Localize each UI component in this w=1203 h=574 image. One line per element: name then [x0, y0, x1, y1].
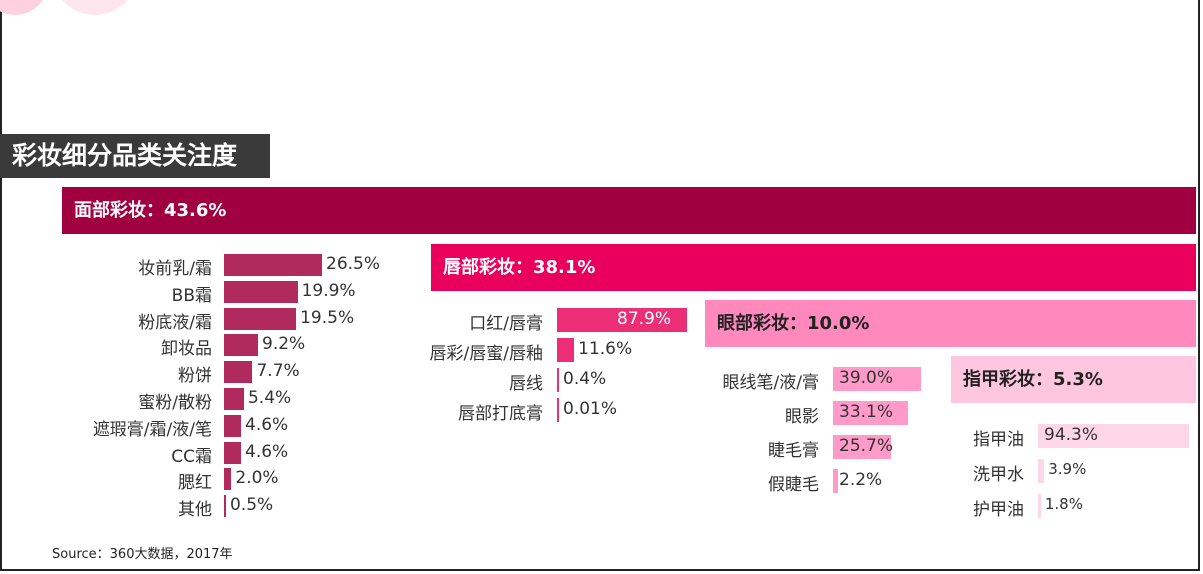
bar — [833, 401, 908, 425]
nail-banner-text: 指甲彩妆：5.3% — [963, 369, 1103, 390]
bar — [833, 469, 838, 493]
value-label: 94.3% — [1044, 425, 1099, 445]
category-label: 妆前乳/霜 — [138, 259, 212, 279]
category-label: 遮瑕膏/霜/液/笔 — [92, 419, 212, 440]
value-label: 39.0% — [839, 368, 894, 388]
bar — [557, 308, 687, 332]
bar — [224, 388, 244, 410]
value-label: 0.01% — [563, 399, 618, 419]
category-label: 唇部打底膏 — [458, 404, 543, 424]
bar — [557, 398, 559, 422]
category-label: 唇线 — [509, 374, 543, 394]
bar — [224, 495, 226, 518]
value-label: 3.9% — [1048, 460, 1087, 478]
lip-banner-text: 唇部彩妆：38.1% — [443, 257, 596, 278]
bar — [224, 307, 297, 330]
value-label: 19.5% — [300, 307, 355, 328]
value-label: 5.4% — [247, 388, 292, 408]
bar — [557, 368, 559, 392]
category-label: 其他 — [178, 500, 212, 521]
eye-makeup-banner: 眼部彩妆：10.0% — [705, 300, 1196, 347]
value-label: 11.6% — [578, 339, 633, 359]
category-label: 口红/唇膏 — [469, 314, 543, 334]
category-label: 粉饼 — [178, 366, 212, 387]
value-label: 87.9% — [617, 309, 672, 329]
value-label: 0.4% — [563, 369, 607, 389]
value-label: 4.6% — [245, 414, 289, 435]
value-label: 4.6% — [245, 441, 289, 462]
face-banner-text: 面部彩妆：43.6% — [74, 200, 227, 221]
source-note: Source：360大数据，2017年 — [52, 547, 233, 562]
eye-banner-text: 眼部彩妆：10.0% — [717, 313, 870, 334]
value-label: 26.5% — [326, 254, 381, 274]
value-label: 7.7% — [256, 361, 300, 382]
bar — [1038, 459, 1045, 483]
page-title: 彩妆细分品类关注度 — [0, 134, 270, 178]
value-label: 1.8% — [1044, 495, 1083, 513]
category-label: 指甲油 — [973, 430, 1024, 450]
bar — [224, 414, 241, 437]
bar — [224, 441, 241, 464]
bar — [833, 367, 921, 391]
category-label: 蜜粉/散粉 — [138, 393, 212, 413]
nail-makeup-banner: 指甲彩妆：5.3% — [951, 356, 1196, 403]
value-label: 2.2% — [839, 470, 883, 490]
bar — [224, 334, 259, 357]
category-label: 睫毛膏 — [768, 441, 819, 461]
value-label: 33.1% — [839, 402, 894, 422]
category-label: 眼线笔/液/膏 — [722, 373, 819, 393]
category-label: 洗甲水 — [973, 465, 1024, 485]
category-label: 护甲油 — [973, 500, 1024, 520]
bar — [224, 361, 253, 384]
bar — [1038, 494, 1041, 518]
bar — [224, 280, 298, 303]
category-label: CC霜 — [171, 446, 212, 467]
category-label: 卸妆品 — [161, 339, 212, 360]
bar — [557, 338, 575, 362]
bar — [833, 435, 891, 459]
value-label: 25.7% — [839, 436, 894, 456]
bar — [1038, 424, 1189, 448]
category-label: 假睫毛 — [768, 475, 819, 495]
value-label: 2.0% — [235, 468, 279, 489]
value-label: 9.2% — [262, 334, 306, 355]
bar — [224, 254, 322, 276]
category-label: 眼影 — [785, 407, 819, 427]
category-label: 粉底液/霜 — [138, 312, 212, 333]
face-makeup-banner: 面部彩妆：43.6% — [62, 187, 1196, 234]
category-label: BB霜 — [171, 285, 212, 306]
value-label: 0.5% — [230, 495, 274, 516]
value-label: 19.9% — [301, 280, 356, 301]
lip-makeup-banner: 唇部彩妆：38.1% — [431, 244, 1196, 291]
category-label: 腮红 — [178, 473, 212, 494]
category-label: 唇彩/唇蜜/唇釉 — [429, 344, 543, 364]
bar — [224, 468, 232, 491]
